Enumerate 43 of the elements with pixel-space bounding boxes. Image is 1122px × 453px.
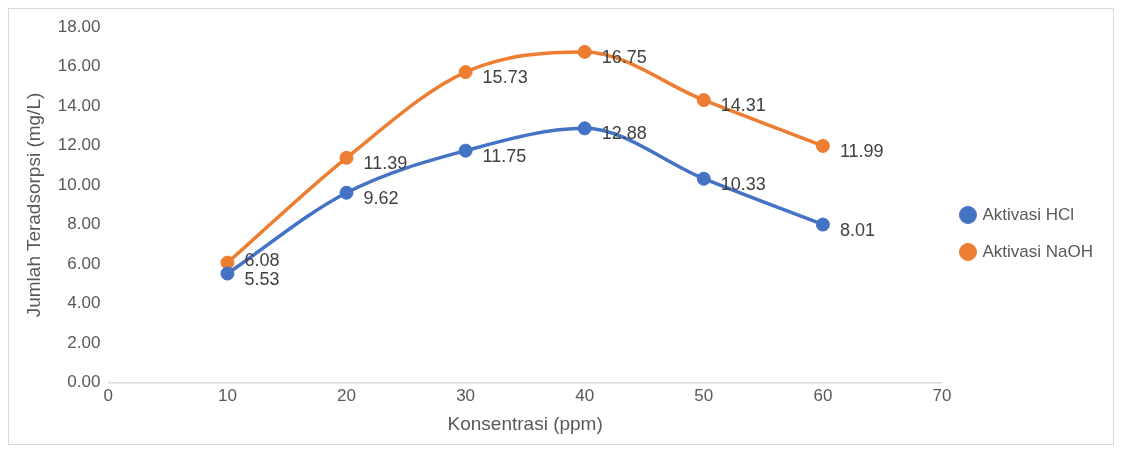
point — [458, 143, 473, 158]
x-tick-label: 0 — [103, 385, 114, 405]
data-label: 11.75 — [482, 145, 527, 166]
y-tick-label: 12.00 — [57, 135, 101, 155]
point — [458, 65, 473, 80]
y-tick-label: 10.00 — [57, 174, 101, 194]
x-tick-label: 30 — [456, 385, 476, 405]
point — [339, 150, 354, 165]
x-tick-label: 50 — [694, 385, 714, 405]
y-tick-label: 16.00 — [57, 56, 101, 76]
data-label: 5.53 — [244, 268, 280, 289]
point — [577, 121, 592, 136]
point — [577, 44, 592, 59]
x-tick-label: 40 — [575, 385, 595, 405]
data-label: 11.39 — [363, 152, 408, 173]
y-tick-label: 14.00 — [57, 95, 101, 115]
y-tick-label: 6.00 — [67, 253, 101, 273]
legend-label: Aktivasi HCl — [982, 204, 1075, 224]
y-tick-label: 18.00 — [57, 16, 101, 36]
y-tick-label: 8.00 — [67, 214, 101, 234]
point — [339, 185, 354, 200]
data-label: 14.31 — [720, 95, 766, 116]
data-label: 8.01 — [839, 219, 875, 240]
y-tick-label: 4.00 — [67, 293, 101, 313]
point — [696, 171, 711, 186]
legend-label: Aktivasi NaOH — [982, 241, 1094, 261]
x-tick-label: 60 — [813, 385, 833, 405]
point — [815, 217, 830, 232]
point — [696, 93, 711, 108]
y-tick-label: 0.00 — [67, 372, 101, 392]
data-label: 6.08 — [244, 249, 280, 270]
y-axis-title: Jumlah Teradsorpsi (mg/L) — [22, 92, 44, 318]
data-label: 9.62 — [363, 187, 399, 208]
data-label: 10.33 — [720, 173, 766, 194]
point — [815, 138, 830, 153]
data-label: 15.73 — [482, 67, 528, 88]
x-tick-label: 70 — [932, 385, 952, 405]
x-tick-label: 20 — [337, 385, 356, 405]
x-tick-label: 10 — [217, 385, 237, 405]
point — [220, 266, 235, 281]
y-tick-label: 2.00 — [67, 332, 101, 352]
data-label: 11.99 — [839, 140, 884, 161]
x-axis-title: Konsentrasi (ppm) — [447, 412, 603, 434]
